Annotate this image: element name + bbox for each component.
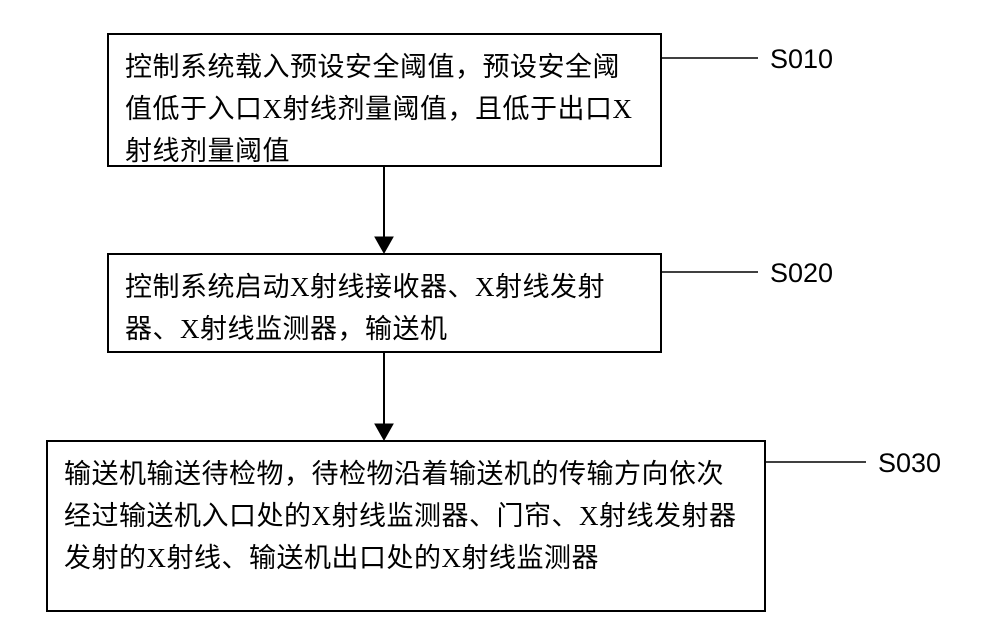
flow-node-s020: 控制系统启动X射线接收器、X射线发射器、X射线监测器，输送机 (107, 253, 662, 353)
flow-label-s010: S010 (770, 44, 833, 75)
flow-label-s030: S030 (878, 448, 941, 479)
flow-label-s020: S020 (770, 258, 833, 289)
flow-node-text: 控制系统载入预设安全阈值，预设安全阈值低于入口X射线剂量阈值，且低于出口X射线剂… (125, 52, 633, 166)
flowchart-canvas: 控制系统载入预设安全阈值，预设安全阈值低于入口X射线剂量阈值，且低于出口X射线剂… (0, 0, 1000, 637)
flow-node-text: 控制系统启动X射线接收器、X射线发射器、X射线监测器，输送机 (125, 272, 605, 344)
flow-node-s030: 输送机输送待检物，待检物沿着输送机的传输方向依次经过输送机入口处的X射线监测器、… (46, 440, 766, 612)
flow-node-s010: 控制系统载入预设安全阈值，预设安全阈值低于入口X射线剂量阈值，且低于出口X射线剂… (107, 33, 662, 167)
flow-node-text: 输送机输送待检物，待检物沿着输送机的传输方向依次经过输送机入口处的X射线监测器、… (64, 459, 737, 573)
